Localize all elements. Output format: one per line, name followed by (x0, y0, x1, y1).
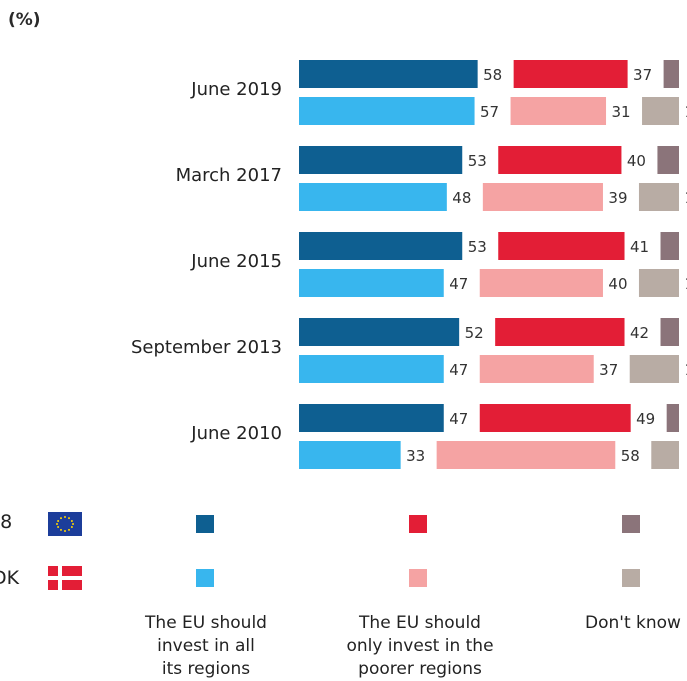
denmark-flag-icon (48, 566, 82, 590)
bar-invest-all-dk (299, 441, 401, 469)
bar-invest-poorer-28 (513, 60, 628, 88)
bar-invest-all-28 (299, 232, 463, 260)
data-label: 58 (621, 447, 640, 465)
unit-label: (%) (8, 10, 41, 30)
bar-invest-poorer-28 (495, 318, 625, 346)
bar-invest-all-28 (299, 318, 460, 346)
bar-dont-know-dk (651, 441, 679, 469)
bar-invest-poorer-dk (510, 97, 607, 125)
legend-swatch-dont-know-28 (622, 515, 640, 533)
category-label: June 2015 (190, 251, 282, 272)
bar-invest-all-dk (299, 355, 444, 383)
bar-invest-poorer-28 (479, 404, 631, 432)
eu-flag-icon (48, 512, 82, 536)
legend-label-line: invest in all (157, 636, 255, 656)
bar-dont-know-28 (660, 318, 679, 346)
bar-invest-poorer-dk (479, 355, 594, 383)
data-label: 39 (608, 189, 627, 207)
data-label: 31 (611, 103, 630, 121)
data-label: 33 (406, 447, 425, 465)
data-label: 42 (630, 324, 649, 342)
data-label: 47 (449, 275, 468, 293)
legend-swatch-invest-all-28 (196, 515, 214, 533)
legend-swatch-dont-know-dk (622, 569, 640, 587)
data-label: 48 (452, 189, 471, 207)
bar-dont-know-dk (638, 269, 679, 297)
bar-invest-poorer-dk (482, 183, 603, 211)
bar-invest-poorer-28 (498, 232, 625, 260)
bar-dont-know-28 (663, 60, 679, 88)
data-label: 16 (684, 361, 687, 379)
data-label: 58 (483, 66, 502, 84)
category-label: June 2010 (190, 423, 282, 444)
bar-dont-know-28 (657, 146, 679, 174)
category-label: June 2019 (190, 79, 282, 100)
category-label: March 2017 (176, 165, 282, 186)
legend-label-line: only invest in the (346, 636, 494, 656)
data-label: 53 (468, 238, 487, 256)
bar-invest-poorer-dk (436, 441, 616, 469)
bar-invest-all-dk (299, 97, 475, 125)
bar-dont-know-dk (638, 183, 679, 211)
data-label: 47 (449, 410, 468, 428)
data-label: 37 (599, 361, 618, 379)
legend-swatch-invest-poorer-28 (409, 515, 427, 533)
legend-code-dk: DK (0, 567, 20, 589)
data-label: 12 (684, 103, 687, 121)
legend-label-line: Don't know (585, 613, 681, 633)
bar-invest-all-dk (299, 269, 444, 297)
legend-label-line: The EU should (145, 613, 267, 633)
data-label: 52 (465, 324, 484, 342)
legend-swatch-invest-poorer-dk (409, 569, 427, 587)
bar-dont-know-dk (642, 97, 679, 125)
legend-code-eu: 28 (0, 511, 13, 533)
bar-invest-poorer-28 (498, 146, 622, 174)
category-label: September 2013 (131, 337, 282, 358)
bar-invest-all-dk (299, 183, 447, 211)
bar-invest-poorer-dk (479, 269, 603, 297)
data-label: 37 (633, 66, 652, 84)
legend-label-invest-all: The EU should invest in all its regions (120, 612, 292, 681)
data-label: 13 (684, 275, 687, 293)
data-label: 57 (480, 103, 499, 121)
bar-dont-know-dk (629, 355, 679, 383)
legend-label-dont-know: Don't know (570, 612, 687, 635)
data-label: 40 (608, 275, 627, 293)
legend-label-line: its regions (161, 659, 251, 679)
legend-label-line: The EU should (359, 613, 481, 633)
bar-dont-know-28 (666, 404, 679, 432)
data-label: 41 (630, 238, 649, 256)
data-label: 53 (468, 152, 487, 170)
data-label: 47 (449, 361, 468, 379)
data-label: 49 (636, 410, 655, 428)
bar-dont-know-28 (660, 232, 679, 260)
legend-label-invest-poorer: The EU should only invest in the poorer … (330, 612, 510, 681)
legend-label-line: poorer regions (358, 659, 482, 679)
bar-invest-all-28 (299, 404, 444, 432)
data-label: 13 (684, 189, 687, 207)
legend-swatch-invest-all-dk (196, 569, 214, 587)
data-label: 40 (627, 152, 646, 170)
bar-invest-all-28 (299, 60, 478, 88)
bar-invest-all-28 (299, 146, 463, 174)
